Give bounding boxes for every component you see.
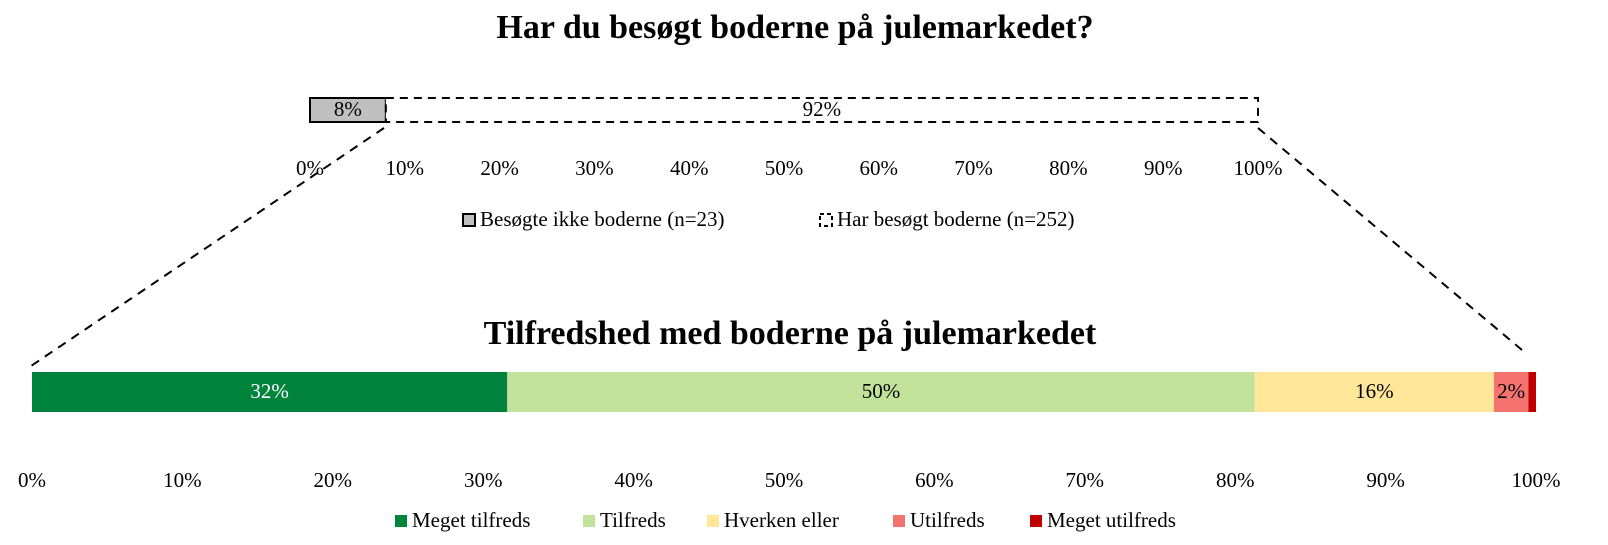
- value-label: 50%: [862, 379, 901, 403]
- x-tick-label: 0%: [296, 156, 324, 180]
- legend-marker: [583, 515, 595, 527]
- x-tick-label: 100%: [1234, 156, 1283, 180]
- x-tick-label: 90%: [1144, 156, 1183, 180]
- x-tick-label: 50%: [765, 468, 804, 492]
- legend-marker: [1030, 515, 1042, 527]
- x-tick-label: 60%: [915, 468, 954, 492]
- x-tick-label: 80%: [1049, 156, 1088, 180]
- legend-label: Meget tilfreds: [412, 508, 530, 532]
- value-label: 8%: [334, 97, 362, 121]
- legend-marker: [707, 515, 719, 527]
- x-tick-label: 30%: [464, 468, 503, 492]
- value-label: 92%: [803, 97, 842, 121]
- x-tick-label: 60%: [860, 156, 899, 180]
- legend-label: Hverken eller: [724, 508, 839, 532]
- legend-label: Tilfreds: [600, 508, 666, 532]
- x-tick-label: 40%: [670, 156, 709, 180]
- bar-segment: [384, 97, 1259, 123]
- x-tick-label: 50%: [765, 156, 804, 180]
- bar-segment: [1528, 372, 1536, 412]
- legend-marker: [819, 213, 833, 227]
- legend-label: Meget utilfreds: [1047, 508, 1176, 532]
- value-label: 2%: [1497, 379, 1525, 403]
- x-tick-label: 20%: [314, 468, 353, 492]
- legend-marker: [462, 213, 476, 227]
- x-tick-label: 10%: [163, 468, 202, 492]
- connector: [1257, 127, 1523, 351]
- legend-label: Utilfreds: [910, 508, 985, 532]
- x-tick-label: 100%: [1512, 468, 1561, 492]
- x-tick-label: 80%: [1216, 468, 1255, 492]
- x-tick-label: 0%: [18, 468, 46, 492]
- legend-marker: [893, 515, 905, 527]
- value-label: 32%: [250, 379, 289, 403]
- legend-marker: [395, 515, 407, 527]
- legend-label: Besøgte ikke boderne (n=23): [480, 207, 725, 231]
- x-tick-label: 70%: [1066, 468, 1105, 492]
- legend-label: Har besøgt boderne (n=252): [837, 207, 1075, 231]
- x-tick-label: 40%: [614, 468, 653, 492]
- bar-segment: [507, 372, 1255, 412]
- chart-title: Har du besøgt boderne på julemarkedet?: [496, 9, 1093, 46]
- chart-title: Tilfredshed med boderne på julemarkedet: [484, 315, 1097, 352]
- bar-segment: [32, 372, 508, 412]
- x-tick-label: 90%: [1366, 468, 1405, 492]
- x-tick-label: 30%: [575, 156, 614, 180]
- x-tick-label: 10%: [386, 156, 425, 180]
- bar-segment: [1493, 372, 1529, 412]
- connector: [27, 127, 385, 369]
- x-tick-label: 70%: [954, 156, 993, 180]
- bar-segment: [1254, 372, 1494, 412]
- x-tick-label: 20%: [480, 156, 519, 180]
- value-label: 16%: [1355, 379, 1394, 403]
- bar-segment: [309, 97, 387, 123]
